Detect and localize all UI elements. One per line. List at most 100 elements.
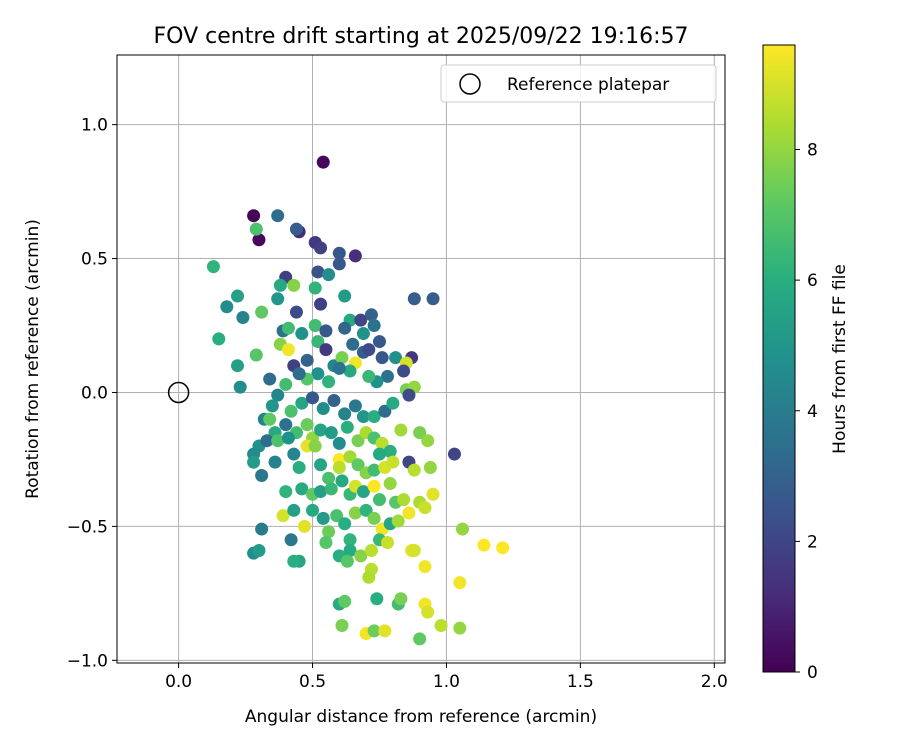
data-point <box>426 487 440 501</box>
data-point <box>372 335 386 349</box>
data-point <box>413 632 427 646</box>
y-axis-ticks: −1.0 −0.5 0.0 0.5 1.0 <box>67 116 117 671</box>
data-point <box>263 372 277 386</box>
data-point <box>367 624 381 638</box>
data-point <box>271 434 285 448</box>
data-point <box>236 310 250 324</box>
data-point <box>289 222 303 236</box>
data-point <box>378 624 392 638</box>
data-point <box>338 321 352 335</box>
data-point <box>319 535 333 549</box>
data-point <box>330 509 344 523</box>
data-point <box>338 289 352 303</box>
data-point <box>314 423 328 437</box>
x-axis-label: Angular distance from reference (arcmin) <box>245 707 597 727</box>
data-point <box>249 222 263 236</box>
data-point <box>271 209 285 223</box>
data-point <box>212 332 226 346</box>
data-point <box>348 249 362 263</box>
data-point <box>338 594 352 608</box>
data-point <box>389 351 403 365</box>
data-point <box>308 281 322 295</box>
data-point <box>247 455 261 469</box>
reference-marker <box>167 381 190 404</box>
data-point <box>287 503 301 517</box>
colorbar-tick-label: 0 <box>807 663 818 683</box>
colorbar-tick-label: 2 <box>807 532 818 552</box>
legend-box <box>440 64 717 103</box>
data-point <box>348 399 362 413</box>
data-point <box>340 554 354 568</box>
data-point <box>332 436 346 450</box>
data-point <box>295 482 309 496</box>
data-point <box>295 396 309 410</box>
data-point <box>255 469 269 483</box>
data-point <box>351 434 365 448</box>
data-point <box>247 209 261 223</box>
data-point <box>332 460 346 474</box>
data-point <box>324 426 338 440</box>
data-point <box>306 503 320 517</box>
data-point <box>407 463 421 477</box>
data-point <box>343 533 357 547</box>
data-point <box>477 538 491 552</box>
data-point <box>394 423 408 437</box>
data-point <box>268 455 282 469</box>
data-point <box>434 619 448 633</box>
data-point <box>362 369 376 383</box>
data-point <box>359 503 373 517</box>
data-point <box>453 576 467 590</box>
data-point <box>335 619 349 633</box>
data-point <box>322 375 336 389</box>
data-point <box>346 337 360 351</box>
data-point <box>496 541 510 555</box>
data-point <box>327 394 341 408</box>
data-point <box>407 544 421 558</box>
data-point <box>279 377 293 391</box>
data-point <box>356 485 370 499</box>
data-point <box>367 410 381 424</box>
data-point <box>287 554 301 568</box>
data-point <box>453 621 467 635</box>
data-point <box>397 364 411 378</box>
data-point <box>311 265 325 279</box>
data-point <box>370 592 384 606</box>
data-point <box>354 313 368 327</box>
data-point <box>386 455 400 469</box>
data-point <box>367 463 381 477</box>
x-tick-label: 0.0 <box>165 672 192 692</box>
data-point <box>306 391 320 405</box>
data-point <box>447 447 461 461</box>
data-point <box>364 308 378 322</box>
x-tick-label: 1.0 <box>433 672 460 692</box>
data-point <box>322 525 336 539</box>
colorbar-tick-label: 4 <box>807 402 818 422</box>
x-tick-label: 2.0 <box>701 672 728 692</box>
data-point <box>265 399 279 413</box>
data-point <box>316 511 330 525</box>
data-point <box>271 292 285 306</box>
data-point <box>279 485 293 499</box>
data-point <box>356 410 370 424</box>
data-point <box>252 233 266 247</box>
legend-marker <box>459 73 481 95</box>
data-point <box>335 474 349 488</box>
data-point <box>332 361 346 375</box>
data-point <box>276 509 290 523</box>
data-point <box>322 471 336 485</box>
data-point <box>413 426 427 440</box>
data-point <box>233 380 247 394</box>
data-point <box>423 460 437 474</box>
data-point <box>375 436 389 450</box>
data-point <box>338 517 352 531</box>
x-tick-label: 0.5 <box>299 672 326 692</box>
data-point <box>287 278 301 292</box>
data-point <box>220 300 234 314</box>
data-point <box>316 402 330 416</box>
data-point <box>372 447 386 461</box>
data-point <box>314 297 328 311</box>
data-point <box>381 535 395 549</box>
data-point <box>281 343 295 357</box>
x-tick-label: 1.5 <box>567 672 594 692</box>
colorbar-label: Hours from first FF file <box>830 264 850 454</box>
